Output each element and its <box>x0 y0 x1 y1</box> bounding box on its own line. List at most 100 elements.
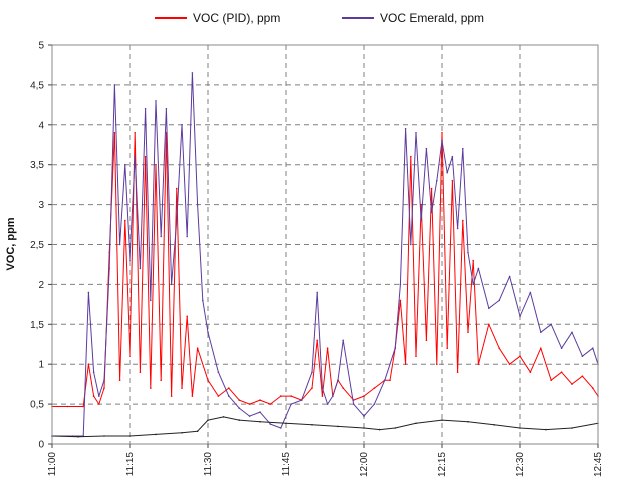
data-point <box>560 371 563 374</box>
data-point <box>472 283 475 286</box>
data-point <box>238 407 240 409</box>
data-point <box>472 259 475 262</box>
data-point <box>181 432 183 434</box>
data-point <box>196 203 199 206</box>
data-point <box>477 267 480 270</box>
data-point <box>441 419 443 421</box>
data-point <box>430 187 433 190</box>
data-point <box>248 403 251 405</box>
data-point <box>571 427 573 429</box>
data-point <box>290 403 293 405</box>
data-point <box>399 299 402 302</box>
data-point <box>477 363 480 366</box>
data-point <box>134 155 136 158</box>
data-point <box>540 331 542 334</box>
data-point <box>207 379 209 382</box>
data-point <box>207 331 209 334</box>
data-point <box>321 387 324 389</box>
data-point <box>498 347 501 350</box>
data-point <box>420 203 423 206</box>
chart-series-group <box>51 72 599 438</box>
data-point <box>352 403 355 405</box>
data-point <box>98 395 100 397</box>
data-point <box>540 347 542 350</box>
data-point <box>316 291 319 294</box>
y-tick-label: 4 <box>38 120 44 131</box>
data-point <box>592 387 594 389</box>
data-point <box>425 339 428 342</box>
data-point <box>103 387 105 389</box>
y-tick-label: 2 <box>38 280 44 291</box>
data-point <box>498 299 501 302</box>
data-point <box>144 155 147 158</box>
data-point <box>545 428 547 431</box>
chart-axes <box>48 44 599 448</box>
data-point <box>170 283 173 286</box>
data-point <box>456 227 459 230</box>
y-tick-label: 0 <box>38 440 44 451</box>
data-point <box>342 387 345 389</box>
data-point <box>488 323 490 326</box>
data-point <box>176 187 178 190</box>
data-point <box>228 395 230 397</box>
data-point <box>326 403 329 405</box>
data-point <box>144 108 147 110</box>
data-point <box>321 395 324 397</box>
y-axis-label: VOC, ppm <box>5 217 17 270</box>
data-point <box>217 395 220 397</box>
chart-tick-labels: 0 0,5 1 1,5 2 2,5 3 3,5 4 4,5 5 11:00 11:15 11:30 11:4… <box>30 41 604 478</box>
y-tick-label: 1 <box>38 360 44 371</box>
data-point <box>155 100 157 102</box>
data-point <box>363 427 365 429</box>
data-point <box>399 283 402 286</box>
data-point <box>446 171 449 174</box>
data-point <box>124 219 126 222</box>
data-point <box>436 363 438 366</box>
data-point <box>92 395 95 397</box>
data-point <box>118 379 121 382</box>
data-point <box>571 383 573 385</box>
data-point <box>326 347 329 350</box>
data-point <box>451 179 454 182</box>
data-point <box>150 387 152 389</box>
data-point <box>196 347 199 350</box>
data-point <box>186 315 188 318</box>
data-point <box>467 420 469 423</box>
data-point <box>191 72 194 74</box>
x-tick-label: 11:15 <box>125 452 136 477</box>
data-point <box>384 379 386 382</box>
data-point <box>441 140 443 142</box>
data-point <box>493 424 495 426</box>
data-point <box>129 259 131 262</box>
data-point <box>186 235 188 238</box>
data-point <box>436 179 438 182</box>
data-point <box>280 427 282 429</box>
data-point <box>446 347 449 350</box>
data-point <box>155 433 157 436</box>
data-point <box>378 428 381 431</box>
data-point <box>139 267 142 270</box>
series-line-2 <box>51 416 599 438</box>
data-point <box>181 124 183 126</box>
data-point <box>129 435 131 437</box>
data-point <box>248 415 251 417</box>
data-point <box>269 403 272 405</box>
data-point <box>191 395 194 397</box>
data-point <box>134 132 136 134</box>
data-point <box>269 423 272 425</box>
legend: VOC (PID), ppm VOC Emerald, ppm <box>155 11 484 25</box>
data-point <box>202 299 204 302</box>
data-point <box>238 419 240 421</box>
x-tick-label: 12:45 <box>593 452 604 477</box>
data-point <box>285 422 287 425</box>
data-point <box>108 267 110 270</box>
data-point <box>118 243 121 246</box>
data-point <box>519 355 521 358</box>
data-point <box>155 163 157 166</box>
y-tick-label: 3 <box>38 200 44 211</box>
data-point <box>560 347 563 350</box>
data-point <box>139 371 142 374</box>
y-tick-label: 5 <box>38 41 44 52</box>
chart-grid <box>52 45 598 444</box>
